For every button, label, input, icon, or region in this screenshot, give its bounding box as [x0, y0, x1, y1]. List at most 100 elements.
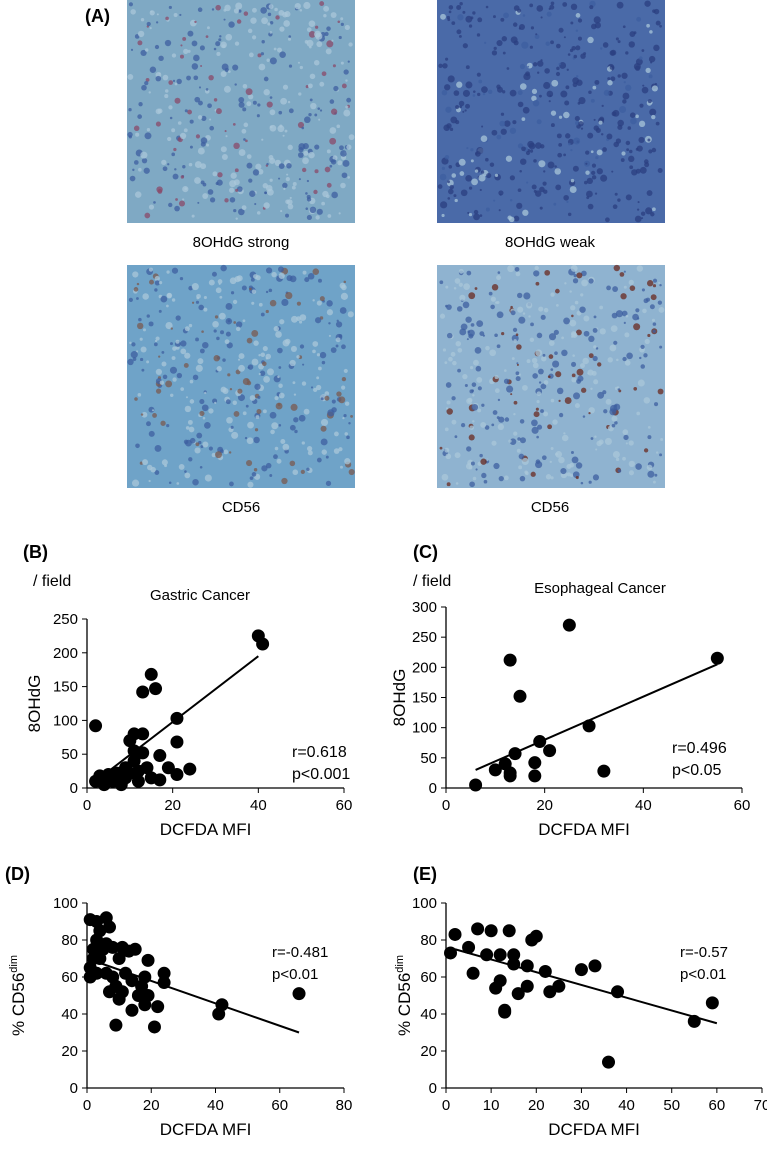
cell [653, 44, 660, 52]
cell [482, 92, 486, 96]
cell [289, 196, 292, 200]
cell [538, 306, 544, 312]
cell [138, 102, 143, 107]
cell [278, 163, 285, 170]
cell [338, 447, 343, 452]
cell [647, 99, 652, 104]
cell [245, 139, 248, 143]
cell [184, 405, 192, 413]
cell [129, 341, 132, 345]
cell [585, 170, 590, 175]
cell [440, 13, 446, 20]
cell [445, 285, 449, 289]
cell [341, 385, 346, 390]
cell [128, 108, 132, 112]
data-point [503, 653, 517, 667]
cell [302, 157, 309, 165]
cell [217, 172, 223, 178]
cell [445, 106, 452, 113]
cell [225, 303, 233, 310]
cell [517, 188, 522, 193]
cell [505, 155, 513, 162]
cell [306, 27, 312, 32]
cell [515, 333, 519, 336]
cell [350, 414, 353, 418]
cell [136, 322, 144, 330]
cell [582, 415, 586, 418]
cell [555, 371, 562, 378]
cell [606, 133, 613, 140]
cell [128, 2, 133, 7]
cell [308, 20, 316, 27]
y-tick-label: 150 [412, 690, 437, 707]
cell [324, 391, 330, 396]
annotation: r=0.618 [292, 744, 347, 761]
trend-line [454, 948, 718, 1025]
cell [447, 180, 450, 184]
data-point [462, 940, 476, 954]
data-point [89, 719, 103, 733]
cell [575, 475, 579, 480]
x-tick-label: 30 [573, 1097, 590, 1114]
cell [649, 30, 653, 34]
cell [282, 84, 289, 90]
cell [203, 307, 208, 312]
cell [654, 402, 659, 407]
cell [516, 448, 521, 453]
cell [140, 49, 147, 57]
cell [580, 481, 584, 485]
cell [306, 467, 310, 471]
cell [595, 347, 599, 350]
annotation: r=-0.481 [272, 944, 328, 961]
cell [285, 213, 289, 218]
cell [583, 180, 588, 185]
cell [171, 356, 176, 361]
cell [253, 340, 259, 346]
cell [532, 362, 539, 369]
cell [515, 376, 521, 382]
x-tick-label: 20 [528, 1097, 545, 1114]
cell [220, 71, 227, 78]
cell [194, 447, 201, 454]
cell [596, 149, 603, 156]
cell [448, 5, 454, 10]
cell [641, 288, 645, 292]
cell [158, 72, 161, 75]
cell [326, 40, 334, 48]
cell [655, 451, 659, 454]
cell [318, 118, 321, 121]
cell [471, 403, 479, 411]
cell [468, 292, 476, 300]
cell [446, 332, 453, 339]
cell [328, 322, 331, 325]
cell [462, 110, 465, 113]
cell [305, 207, 309, 210]
cell [548, 340, 555, 346]
cell [338, 212, 341, 215]
cell [633, 323, 641, 331]
y-tick-label: 20 [420, 1043, 437, 1060]
cell [315, 32, 323, 40]
cell [137, 30, 145, 38]
cell [535, 142, 542, 149]
cell [471, 382, 477, 387]
cell [551, 79, 559, 87]
cell [563, 194, 569, 201]
cell [314, 317, 322, 324]
cell [327, 214, 332, 218]
cell [229, 277, 237, 285]
cell [444, 427, 449, 432]
cell [541, 356, 547, 362]
cell [655, 20, 661, 26]
cell [248, 94, 254, 100]
cell [659, 284, 662, 287]
cell [290, 345, 297, 352]
cell [271, 422, 279, 430]
cell [211, 271, 217, 277]
y-tick-label: 100 [412, 720, 437, 737]
cell [465, 81, 473, 89]
cell [643, 397, 651, 404]
image-caption: 8OHdG strong [193, 234, 290, 251]
cell [453, 90, 460, 96]
